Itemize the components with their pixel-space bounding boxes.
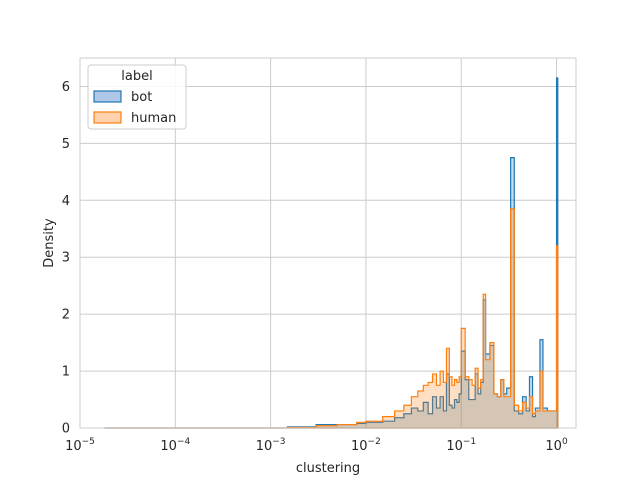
x-tick-label: 100	[545, 437, 568, 454]
legend-swatch-human	[93, 111, 122, 124]
series-human	[104, 208, 559, 429]
legend-label-human: human	[131, 111, 176, 126]
x-tick-label: 10−2	[351, 437, 381, 454]
x-tick-label: 10−5	[65, 437, 95, 454]
x-tick-label: 10−1	[446, 437, 476, 454]
y-axis-ticks: 0 1 2 3 4 5 6	[62, 80, 70, 437]
y-tick-label: 1	[62, 365, 70, 380]
histogram-series	[104, 77, 559, 429]
y-tick-label: 0	[62, 422, 70, 437]
y-tick-label: 2	[62, 308, 70, 323]
x-axis-ticks: 10−5 10−4 10−3 10−2 10−1 100	[65, 437, 568, 454]
series-bot	[104, 77, 559, 429]
legend: label bot human	[87, 64, 187, 130]
y-tick-label: 6	[62, 80, 70, 95]
y-tick-label: 5	[62, 137, 70, 152]
grid	[79, 58, 576, 429]
x-tick-label: 10−4	[160, 437, 190, 454]
plot-frame	[79, 57, 577, 429]
x-tick-label: 10−3	[256, 437, 286, 454]
y-tick-label: 3	[62, 251, 70, 266]
y-axis-label: Density	[42, 218, 57, 268]
x-axis-label: clustering	[296, 461, 360, 476]
y-tick-label: 4	[62, 194, 70, 209]
legend-title: label	[121, 69, 152, 84]
legend-swatch-bot	[93, 90, 122, 103]
legend-label-bot: bot	[131, 90, 152, 105]
